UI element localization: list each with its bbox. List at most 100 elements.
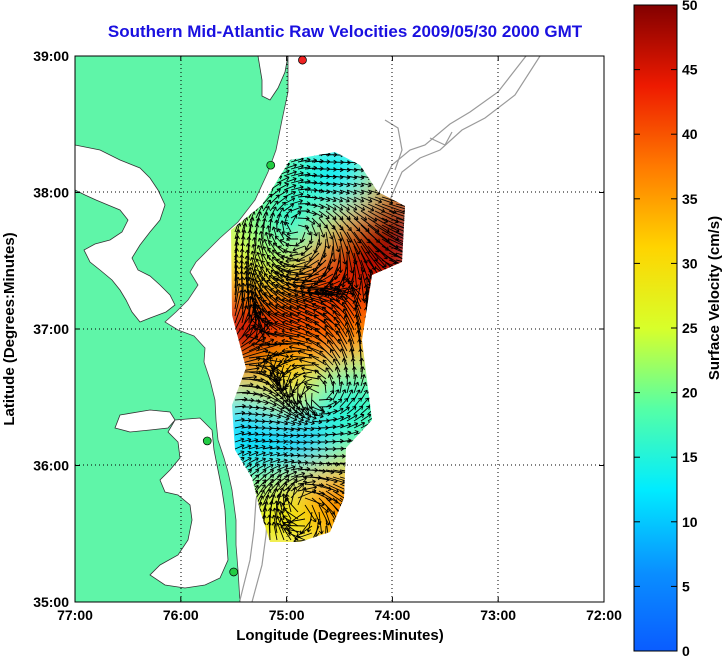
velocity-arrow: [388, 231, 405, 245]
velocity-arrow: [297, 420, 309, 426]
velocity-arrow: [353, 203, 366, 211]
velocity-arrow: [388, 210, 405, 222]
velocity-arrow: [262, 494, 270, 513]
velocity-arrow: [346, 422, 359, 429]
colorbar-tick-label: 15: [682, 449, 698, 465]
velocity-arrow: [290, 198, 303, 205]
velocity-arrow: [360, 381, 367, 394]
velocity-arrow: [290, 214, 298, 226]
velocity-arrow: [269, 233, 278, 247]
velocity-arrow: [251, 291, 264, 317]
velocity-arrow: [262, 299, 285, 317]
velocity-arrow: [281, 348, 306, 354]
velocity-arrow: [353, 414, 365, 422]
velocity-cell: [370, 239, 388, 257]
velocity-arrow: [248, 451, 259, 457]
velocity-arrow: [332, 415, 345, 422]
velocity-arrow: [257, 296, 278, 317]
velocity-cell: [328, 183, 346, 201]
velocity-arrow: [244, 255, 250, 275]
velocity-arrow: [252, 237, 257, 254]
velocity-arrow: [276, 464, 289, 471]
velocity-arrow: [353, 259, 359, 289]
velocity-arrow: [331, 380, 336, 394]
colorbar: [633, 4, 678, 652]
velocity-arrow: [255, 205, 264, 219]
velocity-arrow: [255, 314, 278, 331]
velocity-arrow: [345, 252, 351, 281]
velocity-arrow: [286, 236, 299, 242]
velocity-arrow: [304, 238, 313, 251]
colorbar-tick-label: 30: [682, 255, 698, 271]
velocity-arrow: [283, 248, 299, 254]
velocity-arrow: [276, 508, 285, 527]
velocity-arrow: [317, 375, 327, 387]
velocity-arrow: [337, 338, 348, 359]
x-axis: 77:00 76:00 75:00 74:00 73:00 72:00: [57, 56, 622, 623]
colorbar-tick-label: 35: [682, 191, 698, 207]
velocity-arrow: [275, 283, 299, 296]
velocity-cell: [314, 463, 332, 481]
velocity-arrow: [244, 261, 250, 282]
velocity-arrow: [331, 304, 348, 324]
velocity-arrow: [274, 235, 285, 247]
station-marker: [202, 436, 212, 446]
velocity-arrow: [353, 196, 365, 203]
station-marker: [298, 55, 307, 65]
velocity-arrow: [283, 177, 297, 184]
velocity-arrow: [257, 237, 264, 254]
velocity-arrow: [289, 312, 313, 324]
velocity-arrow: [241, 444, 252, 450]
velocity-arrow: [353, 374, 358, 387]
velocity-arrow: [304, 224, 312, 236]
velocity-arrow: [274, 219, 280, 233]
velocity-arrow: [283, 470, 298, 478]
velocity-arrow: [346, 196, 357, 203]
velocity-arrow: [285, 364, 306, 373]
velocity-arrow: [360, 189, 372, 195]
chesapeake-bay: [75, 144, 176, 323]
velocity-arrow: [395, 224, 405, 236]
velocity-arrow: [265, 268, 278, 282]
velocity-arrow: [263, 238, 271, 254]
velocity-arrow: [291, 363, 313, 368]
velocity-cell: [272, 533, 290, 542]
velocity-arrow: [327, 339, 341, 359]
velocity-cell: [300, 351, 318, 369]
velocity-arrow: [289, 305, 313, 317]
velocity-arrow: [269, 406, 283, 414]
velocity-arrow: [271, 521, 278, 541]
velocity-arrow: [248, 438, 259, 443]
velocity-arrow: [316, 342, 334, 359]
velocity-arrow: [289, 354, 313, 359]
velocity-arrow: [311, 497, 329, 513]
velocity-arrow: [351, 293, 362, 317]
velocity-arrow: [388, 203, 405, 214]
velocity-arrow: [395, 259, 405, 268]
velocity-cell: [342, 211, 360, 229]
velocity-arrow: [346, 381, 352, 394]
velocity-arrow: [323, 318, 341, 338]
velocity-arrow: [318, 511, 324, 535]
velocity-cell: [300, 393, 318, 411]
velocity-arrow: [280, 220, 285, 233]
velocity-arrow: [339, 389, 347, 401]
velocity-arrow: [281, 291, 306, 303]
velocity-arrow: [245, 333, 271, 345]
x-tick-label: 75:00: [269, 607, 305, 623]
velocity-arrow: [305, 385, 320, 394]
velocity-arrow: [234, 265, 239, 289]
colorbar-tick-label: 25: [682, 320, 698, 336]
velocity-arrow: [303, 381, 320, 387]
velocity-arrow: [266, 254, 278, 268]
velocity-arrow: [234, 444, 245, 450]
velocity-arrow: [241, 457, 252, 464]
velocity-arrow: [234, 437, 245, 443]
y-tick-label: 37:00: [33, 321, 69, 337]
velocity-arrow: [347, 280, 362, 303]
velocity-arrow: [274, 340, 299, 346]
velocity-arrow: [283, 184, 297, 191]
velocity-arrow: [276, 406, 292, 416]
